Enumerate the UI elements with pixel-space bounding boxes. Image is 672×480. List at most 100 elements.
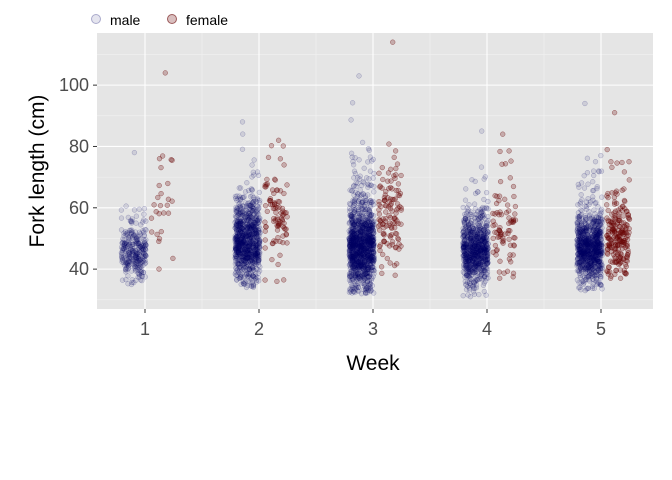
data-point-male <box>346 208 353 214</box>
legend-key-female <box>167 14 177 24</box>
data-point-male <box>257 229 263 236</box>
data-point-female <box>264 176 270 183</box>
data-point-male <box>123 260 129 266</box>
data-point-male <box>349 287 355 293</box>
data-point-female <box>262 277 268 283</box>
data-point-male <box>366 176 372 182</box>
data-point-male <box>463 256 469 263</box>
data-point-male <box>582 100 588 107</box>
data-point-female <box>393 165 399 172</box>
data-point-male <box>357 187 363 193</box>
data-point-male <box>368 199 375 205</box>
data-point-male <box>241 250 247 256</box>
data-point-male <box>126 249 132 256</box>
data-point-male <box>135 258 141 264</box>
data-point-female <box>266 197 273 204</box>
data-point-male <box>580 273 586 279</box>
data-point-male <box>137 257 143 264</box>
data-point-male <box>466 202 472 208</box>
data-point-male <box>479 268 485 274</box>
data-point-male <box>121 254 127 260</box>
data-point-male <box>133 248 139 254</box>
data-point-male <box>125 263 131 269</box>
x-tick-label: 4 <box>482 319 492 339</box>
data-point-male <box>238 228 244 235</box>
data-point-male <box>134 254 141 260</box>
data-point-male <box>130 258 137 264</box>
data-point-male <box>479 213 485 219</box>
data-point-male <box>121 247 128 253</box>
data-point-male <box>246 272 253 278</box>
data-point-male <box>597 240 603 246</box>
data-point-female <box>385 178 391 184</box>
data-point-male <box>469 231 475 238</box>
data-point-male <box>357 176 363 182</box>
data-point-male <box>256 251 263 258</box>
data-point-male <box>119 240 125 246</box>
data-point-male <box>355 198 362 204</box>
data-point-female <box>623 271 629 277</box>
data-point-male <box>142 251 149 258</box>
data-point-male <box>141 229 147 235</box>
data-point-male <box>142 252 149 259</box>
data-point-male <box>249 199 256 206</box>
data-point-female <box>506 148 512 154</box>
data-point-female <box>611 110 618 116</box>
data-point-male <box>121 240 128 247</box>
data-point-male <box>123 261 129 267</box>
data-point-male <box>349 100 356 106</box>
data-point-male <box>134 240 140 246</box>
data-point-male <box>131 279 137 286</box>
data-point-male <box>242 253 248 259</box>
data-point-male <box>131 149 138 156</box>
data-point-male <box>362 201 368 208</box>
data-point-female <box>613 230 619 237</box>
data-point-male <box>255 270 261 276</box>
data-point-female <box>497 233 504 239</box>
data-point-male <box>125 238 131 245</box>
data-point-male <box>133 254 139 260</box>
data-point-female <box>398 172 404 179</box>
data-point-male <box>248 207 254 213</box>
data-point-male <box>236 233 242 240</box>
data-point-female <box>605 194 611 201</box>
y-tick-label: 80 <box>69 136 89 156</box>
data-point-male <box>133 257 139 263</box>
data-point-male <box>598 152 604 159</box>
data-point-male <box>126 258 132 265</box>
data-point-male <box>587 223 594 230</box>
data-point-male <box>135 240 141 246</box>
data-point-female <box>392 272 398 278</box>
data-point-male <box>133 255 139 261</box>
data-point-male <box>245 233 251 239</box>
data-point-male <box>598 208 604 214</box>
data-point-male <box>135 270 141 276</box>
data-point-female <box>264 208 270 215</box>
data-point-male <box>245 201 251 207</box>
data-point-male <box>132 264 139 270</box>
data-point-male <box>463 262 469 268</box>
data-point-male <box>128 246 134 253</box>
data-point-male <box>586 236 592 242</box>
data-point-male <box>590 179 596 185</box>
data-point-male <box>235 223 242 229</box>
data-point-male <box>119 253 125 259</box>
data-point-female <box>169 157 175 163</box>
data-point-male <box>125 253 131 259</box>
data-point-male <box>587 256 593 262</box>
data-point-male <box>244 266 250 272</box>
data-point-male <box>582 287 588 294</box>
data-point-male <box>123 266 129 272</box>
data-point-male <box>460 225 466 232</box>
data-point-male <box>232 252 238 258</box>
data-point-male <box>579 257 585 263</box>
data-point-male <box>129 235 136 241</box>
data-point-female <box>507 175 513 181</box>
data-point-male <box>464 271 470 278</box>
data-point-female <box>608 258 614 264</box>
data-point-male <box>254 169 261 175</box>
data-point-female <box>398 221 404 227</box>
data-point-male <box>123 231 129 237</box>
data-point-male <box>366 257 372 264</box>
data-point-male <box>477 206 483 213</box>
